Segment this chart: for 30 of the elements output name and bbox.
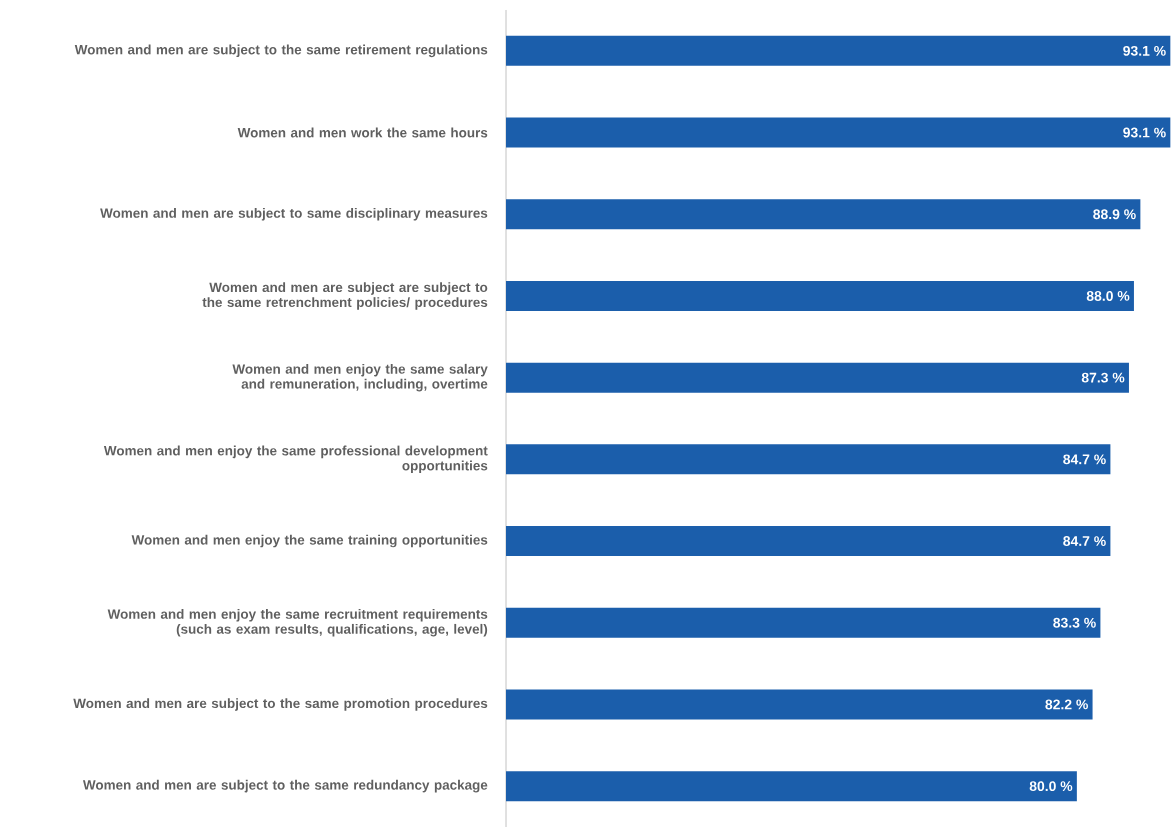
- bar: [506, 444, 1111, 475]
- data-label: 84.7 %: [1063, 454, 1106, 465]
- data-label: 82.2 %: [1045, 699, 1088, 710]
- y-tick-label: Women and men are subject to the same redundancy package: [82, 779, 488, 793]
- data-label: 83.3 %: [1053, 617, 1096, 628]
- y-tick-label: Women and men enjoy the same recruitment requirements (such as exam results, qualifications, age, level): [107, 608, 488, 637]
- y-tick-label: Women and men are subject are subject to the same retrenchment policies/ procedures: [202, 282, 488, 310]
- y-tick-label: Women and men enjoy the same professional development opportunities: [103, 445, 488, 474]
- bar: [506, 117, 1171, 148]
- data-label: 80.0 %: [1029, 781, 1073, 792]
- bar: [506, 689, 1093, 720]
- data-label: 93.1 %: [1123, 127, 1166, 138]
- y-tick-label: Women and men enjoy the same salary and remuneration, including, overtime: [232, 363, 488, 392]
- y-tick-label: Women and men work the same hours: [237, 127, 488, 138]
- bar: [506, 199, 1141, 230]
- data-label: 93.1 %: [1123, 45, 1166, 56]
- bar: [506, 362, 1129, 393]
- y-tick-label: Women and men enjoy the same training opportunities: [131, 534, 488, 548]
- bar: [506, 526, 1111, 557]
- y-tick-label: Women and men are subject to same disciplinary measures: [100, 207, 488, 221]
- y-tick-label: Women and men are subject to the same retirement regulations: [74, 44, 488, 58]
- y-tick-label: Women and men are subject to the same promotion procedures: [73, 698, 488, 711]
- bar: [506, 771, 1077, 802]
- data-label: 87.3 %: [1081, 372, 1125, 383]
- bar: [506, 280, 1134, 311]
- bar: [506, 35, 1171, 66]
- data-label: 88.0 %: [1086, 291, 1130, 301]
- data-label: 84.7 %: [1063, 536, 1106, 546]
- bar: [506, 607, 1101, 638]
- data-label: 88.9 %: [1093, 209, 1136, 220]
